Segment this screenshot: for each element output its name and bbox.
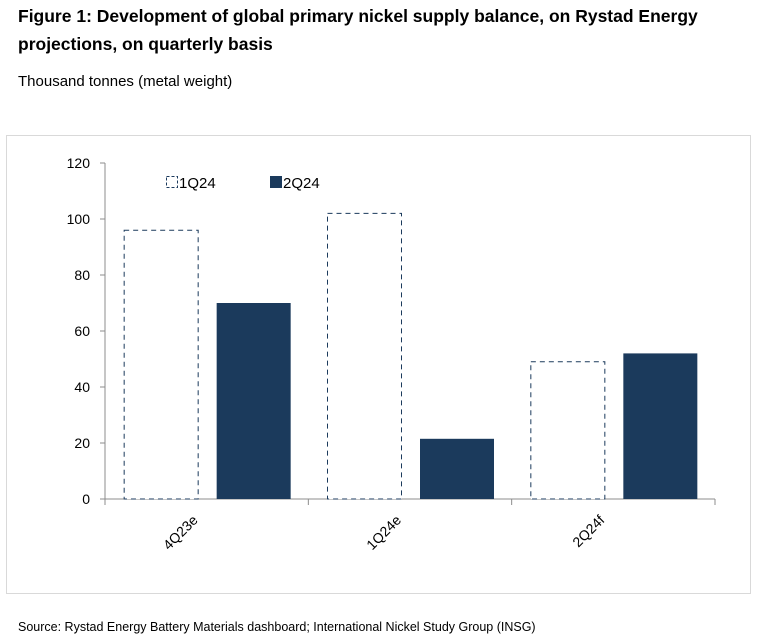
- y-tick-label: 120: [67, 155, 91, 171]
- y-tick-label: 40: [74, 379, 90, 395]
- bar-2q24: [623, 353, 698, 499]
- legend-label: 2Q24: [283, 175, 320, 192]
- bar-2q24: [216, 303, 291, 499]
- bar-2q24: [420, 438, 494, 499]
- legend-swatch: [166, 176, 178, 188]
- legend-swatch: [270, 176, 282, 188]
- chart-title: Figure 1: Development of global primary …: [18, 6, 698, 54]
- x-tick-label: 4Q23e: [160, 512, 201, 553]
- bar-1q24: [327, 212, 402, 500]
- bar-1q24: [530, 361, 606, 500]
- bars: [123, 212, 698, 500]
- y-tick-label: 100: [67, 211, 91, 227]
- x-tick-label: 1Q24e: [363, 512, 404, 553]
- bar-1q24: [123, 229, 199, 500]
- y-tick-label: 20: [74, 435, 90, 451]
- bar-chart: 0 20 40 60 80 100 120 4Q23e 1Q24e 2Q24f 1Q24 2Q24: [67, 155, 716, 553]
- x-tick-label: 2Q24f: [569, 512, 607, 550]
- y-tick-label: 0: [82, 491, 90, 507]
- x-axis: 4Q23e 1Q24e 2Q24f: [104, 498, 716, 553]
- y-axis: 0 20 40 60 80 100 120: [67, 155, 106, 507]
- legend-label: 1Q24: [179, 175, 216, 192]
- y-tick-label: 60: [74, 323, 90, 339]
- source-note: Source: Rystad Energy Battery Materials …: [18, 620, 536, 634]
- y-tick-label: 80: [74, 267, 90, 283]
- legend: 1Q24 2Q24: [166, 175, 320, 192]
- chart-subtitle: Thousand tonnes (metal weight): [18, 73, 233, 90]
- chart-frame: [6, 135, 751, 594]
